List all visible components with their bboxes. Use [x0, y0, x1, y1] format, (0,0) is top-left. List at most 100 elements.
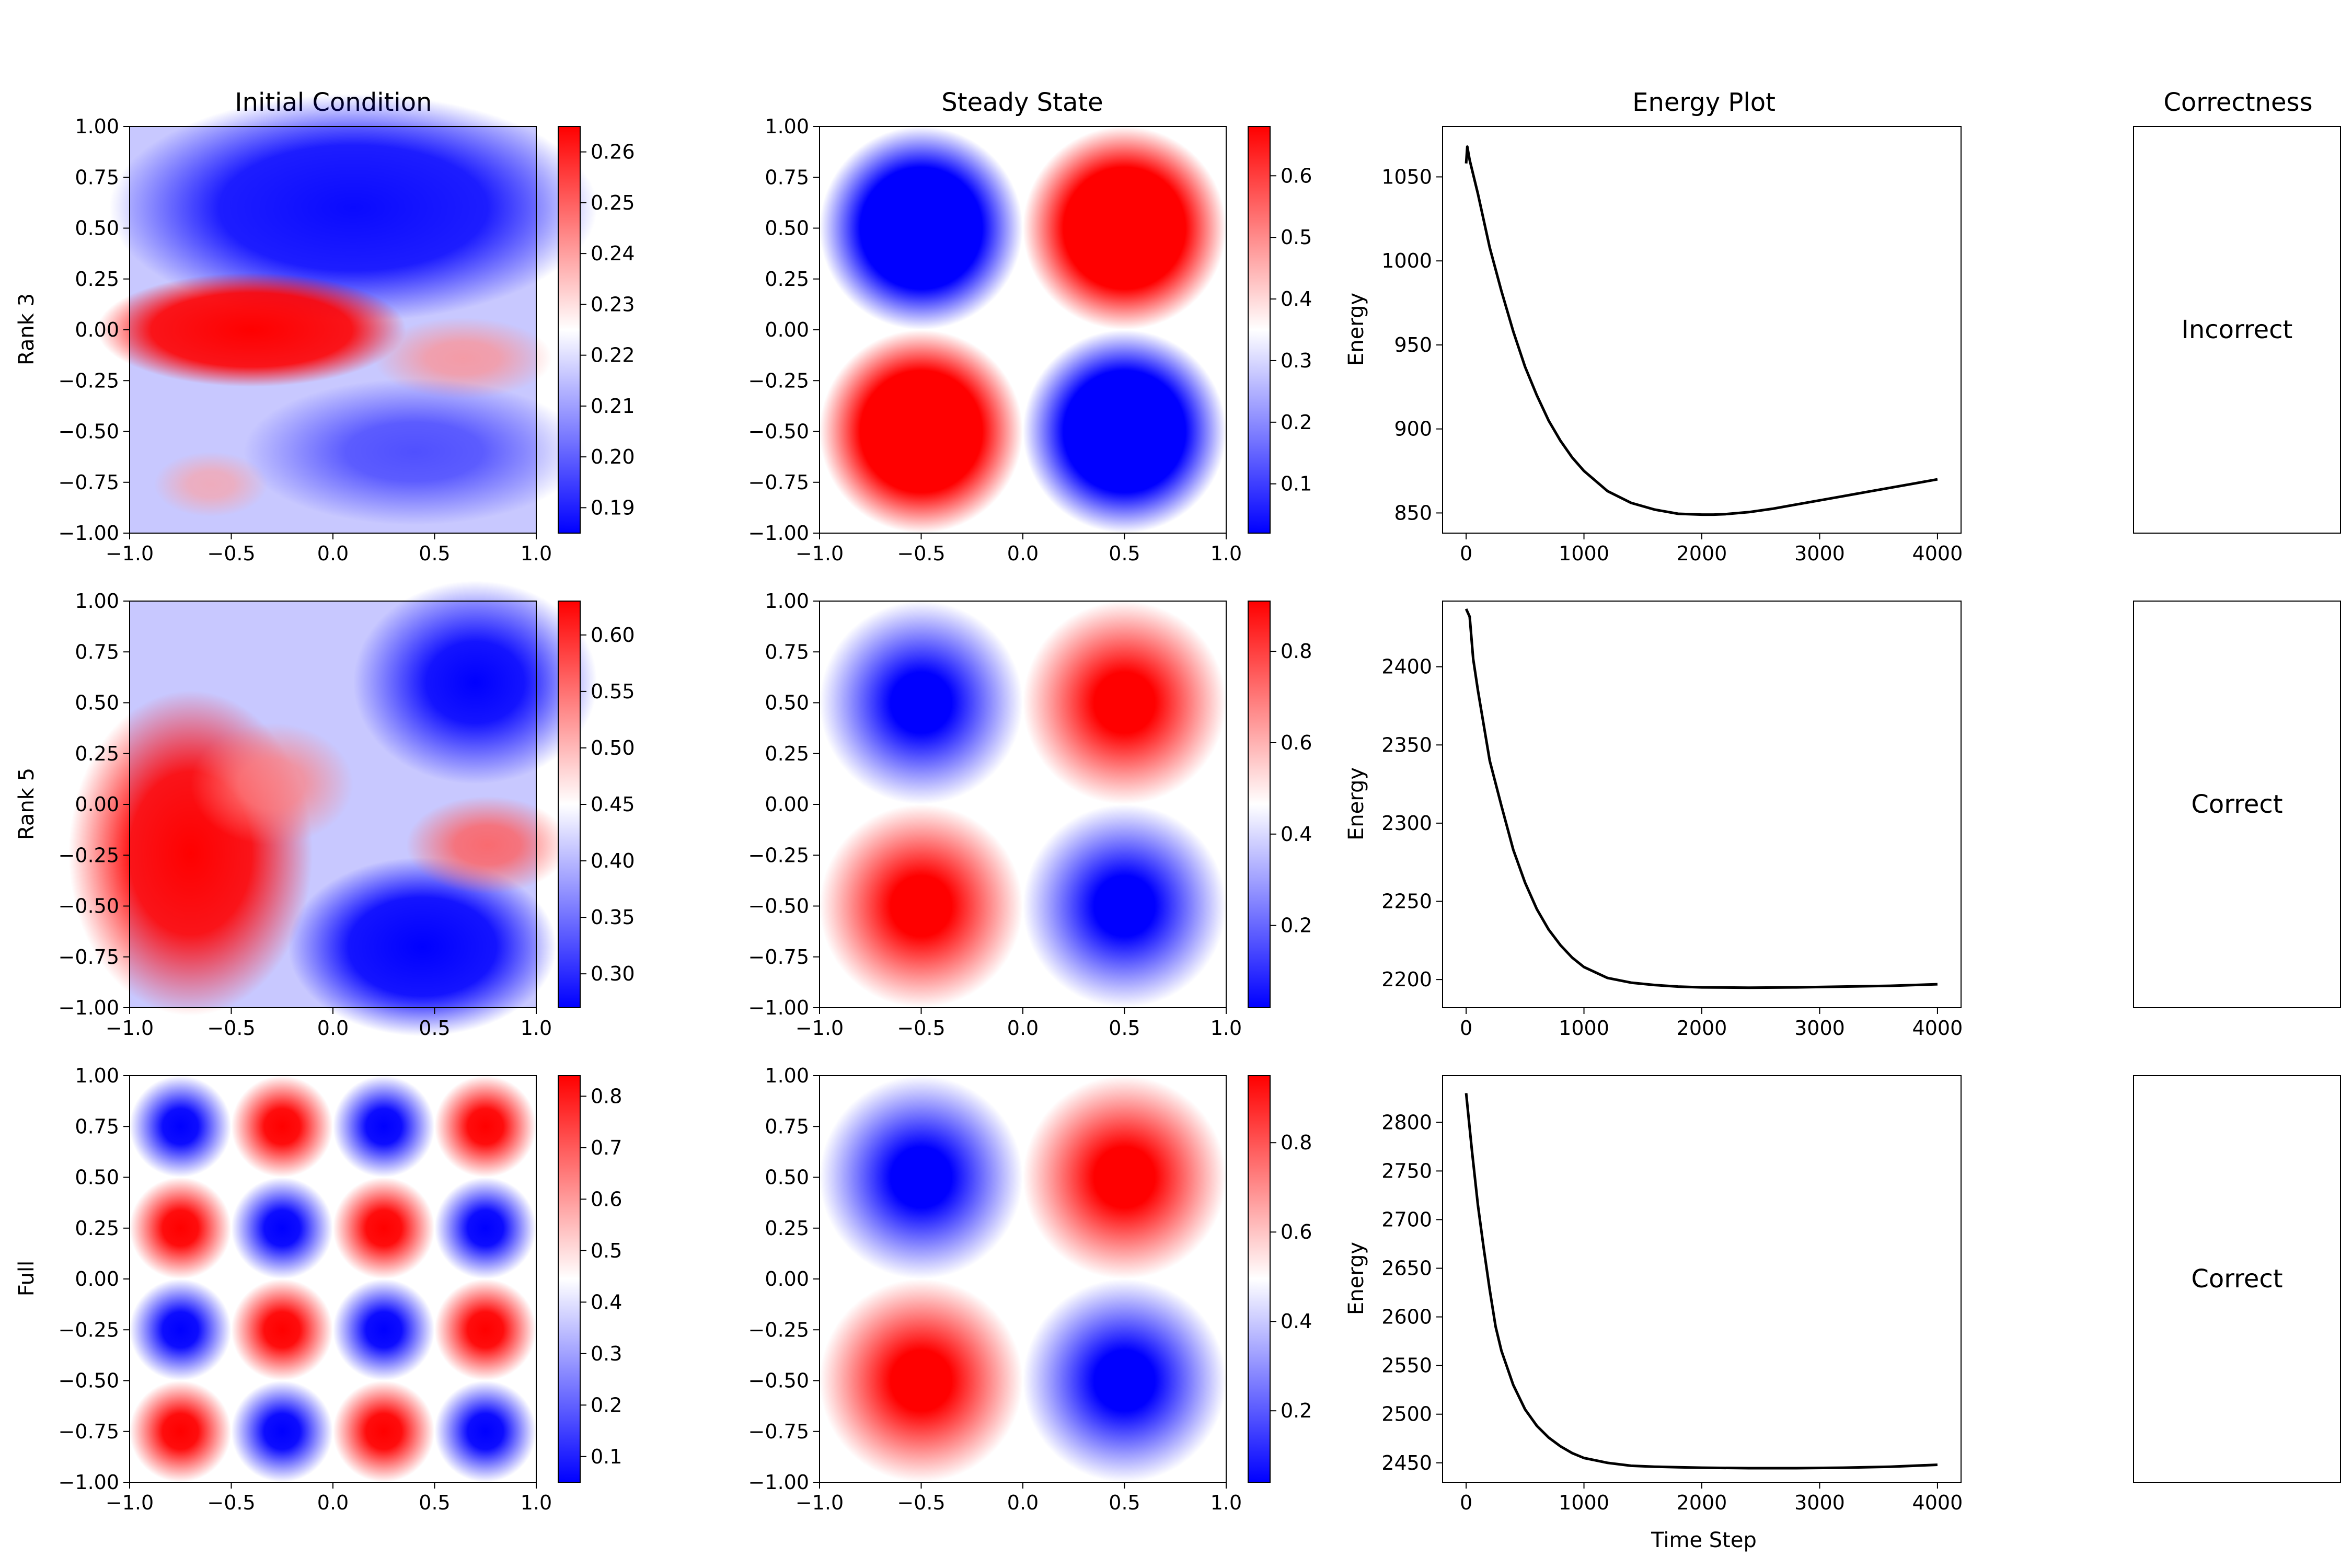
heatmap-blob: [243, 378, 585, 525]
y-tick-label: 0.00: [765, 793, 809, 816]
y-tick-label: −0.75: [59, 946, 119, 969]
y-tick-label: −0.25: [59, 369, 119, 392]
energy-xlabel: Time Step: [1651, 1528, 1757, 1552]
colorbar: [1248, 126, 1271, 534]
col-title-correctness: Correctness: [2163, 88, 2312, 117]
colorbar-tick-label: 0.6: [591, 1187, 622, 1210]
y-tick-label: 900: [1394, 418, 1432, 441]
y-tick-label: 0.75: [765, 166, 809, 189]
y-tick-label: 1000: [1381, 249, 1432, 272]
y-tick-label: 2450: [1381, 1451, 1432, 1474]
y-tick-label: 0.50: [765, 691, 809, 714]
heatmap-blob: [1023, 601, 1226, 804]
colorbar-tick-label: 0.8: [1281, 1131, 1312, 1154]
y-tick-label: 1.00: [765, 115, 809, 138]
energy-ylabel-rank5: Energy: [1344, 767, 1368, 840]
x-tick-label: −1.0: [795, 1491, 844, 1514]
y-tick-label: −0.50: [748, 420, 809, 443]
colorbar: [1248, 601, 1271, 1008]
initial-condition-heatmap: −1.0 −0.5 0.0 0.5 1.0 −1.00 −0.75 −0.50 −0.25 0.0…: [59, 1064, 622, 1514]
y-tick-label: 0.75: [765, 1115, 809, 1138]
y-tick-label: 2300: [1381, 812, 1432, 835]
heatmap-blob: [434, 1279, 536, 1381]
y-tick-label: −0.75: [59, 1420, 119, 1443]
col-title-energy-plot: Energy Plot: [1632, 88, 1775, 117]
y-tick-label: 1.00: [765, 1064, 809, 1087]
row-2: −1.0 −0.5 0.0 0.5 1.0−1.00−0.75−0.50−0.250.0…: [59, 581, 2341, 1040]
x-tick-label: 0.0: [1007, 1017, 1039, 1040]
x-tick-label: 0.5: [1109, 1491, 1140, 1514]
colorbar-tick-label: 0.45: [591, 793, 635, 816]
x-tick-label: 0.5: [419, 1017, 450, 1040]
correctness-frame: [2133, 601, 2341, 1008]
y-tick-label: −1.00: [59, 1471, 119, 1494]
y-tick-label: −0.25: [59, 1318, 119, 1341]
colorbar-tick-label: 0.26: [591, 141, 635, 164]
y-tick-label: −0.50: [59, 1369, 119, 1392]
x-tick-label: 0.0: [1007, 542, 1039, 565]
steady-state-heatmap: −1.0 −0.5 0.0 0.5 1.0 −1.00 −0.75 −0.50 −0.25 0.0…: [748, 1064, 1312, 1514]
y-tick-label: 0.25: [765, 742, 809, 765]
heatmap-blob: [406, 796, 569, 894]
y-tick-label: 0.50: [765, 217, 809, 240]
y-tick-label: 0.00: [75, 793, 119, 816]
x-tick-label: 0.0: [317, 1017, 349, 1040]
x-tick-label: −0.5: [897, 1017, 945, 1040]
colorbar-tick-label: 0.6: [1281, 164, 1312, 187]
y-tick-label: 1.00: [75, 590, 119, 613]
colorbar-tick-label: 0.35: [591, 906, 635, 929]
colorbar-tick-label: 0.5: [1281, 226, 1312, 249]
colorbar-tick-label: 0.24: [591, 242, 635, 265]
colorbar: [1248, 1075, 1271, 1483]
y-tick-label: 0.25: [765, 268, 809, 291]
x-tick-label: 1.0: [1210, 1491, 1242, 1514]
x-tick-label: 1000: [1559, 542, 1609, 565]
y-tick-label: 0.25: [75, 268, 119, 291]
correctness-frame: [2133, 1075, 2341, 1483]
y-tick-label: −1.00: [748, 522, 809, 545]
colorbar-tick-label: 0.50: [591, 736, 635, 759]
heatmap-blob: [109, 94, 597, 322]
y-tick-label: 0.25: [765, 1217, 809, 1240]
heatmap-blob: [820, 126, 1023, 330]
y-tick-label: −0.25: [748, 1318, 809, 1341]
x-tick-label: −1.0: [106, 1491, 154, 1514]
y-tick-label: 0.50: [75, 691, 119, 714]
x-tick-label: 1.0: [1210, 542, 1242, 565]
x-tick-label: 4000: [1912, 1491, 1963, 1514]
y-tick-label: 0.00: [75, 1267, 119, 1290]
colorbar-tick-label: 0.2: [1281, 1399, 1312, 1422]
x-tick-label: 0.5: [419, 542, 450, 565]
colorbar-tick-label: 0.8: [1281, 640, 1312, 663]
x-tick-label: 2000: [1677, 1491, 1727, 1514]
energy-line: [1465, 608, 1938, 989]
x-tick-label: −0.5: [897, 542, 945, 565]
colorbar-tick-label: 0.8: [591, 1085, 622, 1108]
y-tick-label: −1.00: [59, 522, 119, 545]
correctness-label: Incorrect: [2182, 315, 2293, 344]
y-tick-label: 2500: [1381, 1403, 1432, 1426]
correctness-label: Correct: [2191, 1264, 2282, 1294]
x-tick-label: 3000: [1794, 542, 1845, 565]
correctness-panel: Correct: [2133, 1075, 2341, 1483]
colorbar-tick-label: 0.60: [591, 624, 635, 647]
x-tick-label: 0.5: [1109, 1017, 1140, 1040]
x-tick-label: 0.0: [1007, 1491, 1039, 1514]
axes-frame: [1442, 1075, 1962, 1483]
energy-ylabel-full: Energy: [1344, 1242, 1368, 1315]
y-tick-label: −0.25: [59, 844, 119, 867]
colorbar-tick-label: 0.3: [1281, 349, 1312, 372]
colorbar-tick-label: 0.1: [591, 1445, 622, 1468]
row-label-full: Full: [15, 1261, 39, 1296]
y-tick-label: 950: [1394, 333, 1432, 356]
x-tick-label: −1.0: [106, 542, 154, 565]
x-tick-label: 0: [1460, 542, 1472, 565]
energy-line: [1465, 1093, 1938, 1470]
x-tick-label: −0.5: [207, 1017, 255, 1040]
correctness-label: Correct: [2191, 790, 2282, 819]
colorbar-tick-label: 0.25: [591, 191, 635, 214]
row-1: −1.0 −0.5 0.0 0.5 1.0−1.00−0.75−0.50−0.250.0…: [59, 94, 2341, 565]
plot-area: −1.0 −0.5 0.0 0.5 1.0−1.00−0.75−0.50−0.250.0…: [59, 94, 2341, 1514]
y-tick-label: 0.25: [75, 742, 119, 765]
heatmap-blob: [1023, 330, 1226, 533]
